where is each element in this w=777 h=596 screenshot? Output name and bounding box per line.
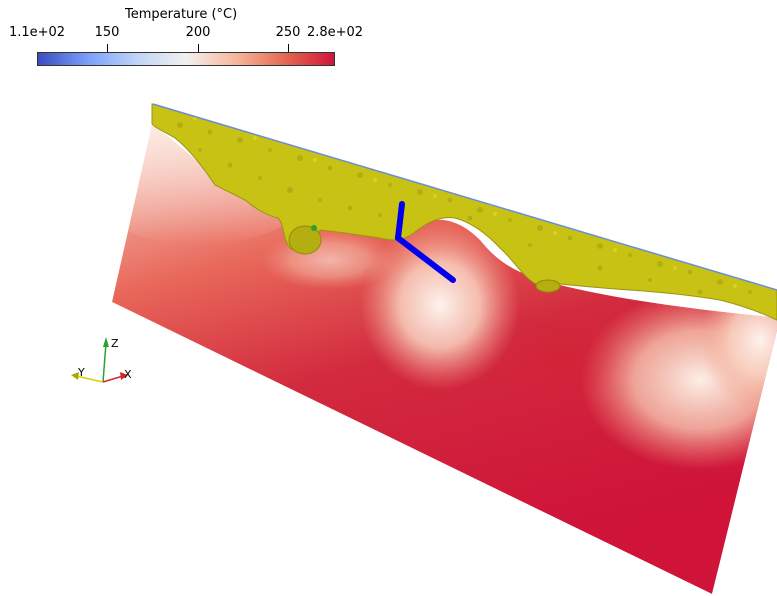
- scalar-bar-tick-label: 1.1e+02: [8, 25, 66, 40]
- scalar-bar-tick-label: 200: [185, 25, 211, 40]
- temperature-slice: [112, 125, 777, 594]
- isosurface: [151, 103, 777, 321]
- orientation-axes[interactable]: Z Y X: [71, 337, 132, 383]
- y-axis-label: Y: [77, 366, 85, 379]
- y-axis-arrow-icon: [71, 372, 79, 380]
- z-axis-arrow-icon: [103, 337, 109, 347]
- scalar-bar-gradient: [37, 52, 335, 66]
- scalar-bar-title: Temperature (°C): [125, 7, 238, 22]
- scalar-bar-tick-mark: [198, 44, 199, 53]
- x-axis-label: X: [124, 368, 132, 381]
- scalar-bar-tick-mark: [107, 44, 108, 53]
- scalar-bar-tick-label: 150: [94, 25, 120, 40]
- scalar-bar-tick-label: 2.8e+02: [306, 25, 364, 40]
- probe-glyph: [311, 201, 456, 283]
- scalar-bar-legend[interactable]: Temperature (°C) 1.1e+02 150 200 250 2.8…: [0, 0, 380, 80]
- scalar-bar-tick-label: 250: [275, 25, 301, 40]
- scalar-bar-tick-mark: [288, 44, 289, 53]
- z-axis-label: Z: [111, 337, 119, 350]
- x-axis-arrow-icon: [120, 372, 128, 380]
